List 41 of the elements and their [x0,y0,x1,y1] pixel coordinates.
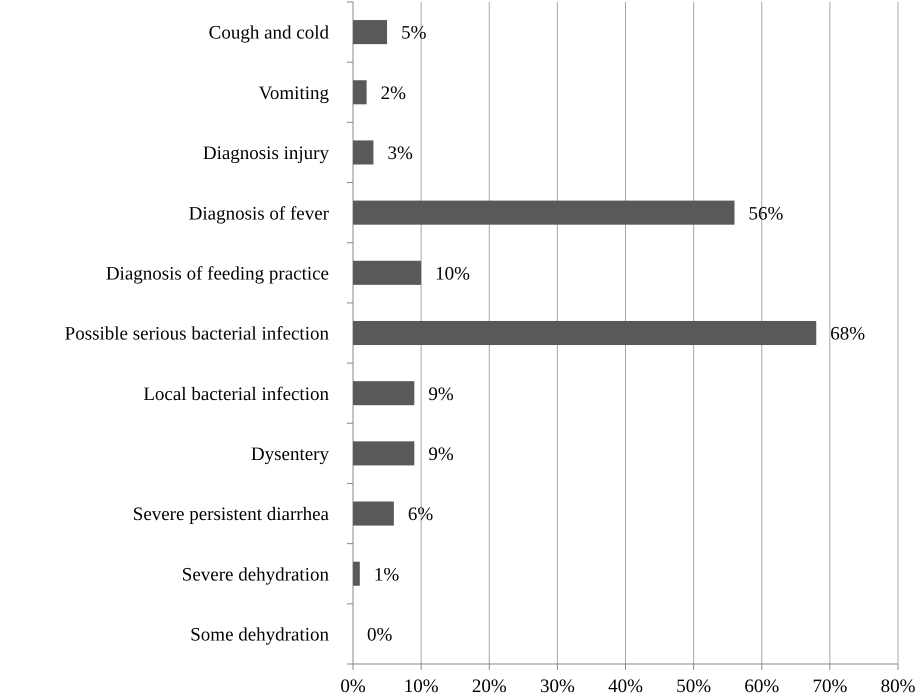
y-tick-label: Local bacterial infection [143,384,330,405]
data-label: 1% [374,564,400,586]
bar [353,140,374,164]
bar [353,260,422,285]
data-label: 5% [401,22,427,44]
data-label: 10% [435,263,470,284]
bar [353,381,414,406]
x-tick-label: 70% [812,676,848,697]
bar [353,502,394,526]
data-label: 9% [428,444,454,466]
bar [353,441,414,466]
x-tick-label: 30% [540,676,575,697]
y-tick-label: Diagnosis of feeding practice [106,263,329,284]
bar [353,562,360,586]
data-label: 68% [830,324,866,345]
x-tick-label: 20% [472,676,507,697]
x-tick-label: 50% [676,676,712,697]
data-label: 9% [428,384,454,405]
data-label: 0% [367,624,392,646]
x-tick-label: 80% [880,676,916,697]
data-label: 2% [380,82,406,104]
x-tick-label: 0% [340,676,366,697]
bar [353,200,734,225]
y-tick-label: Cough and cold [208,22,330,44]
y-tick-label: Vomiting [258,82,330,104]
bar [353,320,816,346]
y-tick-label: Severe persistent diarrhea [132,504,330,526]
y-tick-label: Possible serious bacterial infection [64,324,330,345]
y-tick-label: Diagnosis injury [202,143,330,164]
x-tick-label: 40% [608,676,644,697]
data-label: 6% [408,504,434,526]
y-tick-label: Diagnosis of fever [188,203,330,224]
x-tick-label: 10% [404,676,439,697]
bar [353,80,367,104]
x-tick-label: 60% [744,676,780,697]
data-label: 3% [387,143,413,164]
data-label: 56% [748,203,784,224]
y-tick-label: Severe dehydration [182,564,330,586]
bar [353,20,388,44]
y-tick-label: Dysentery [250,444,330,466]
y-tick-label: Some dehydration [190,624,330,646]
